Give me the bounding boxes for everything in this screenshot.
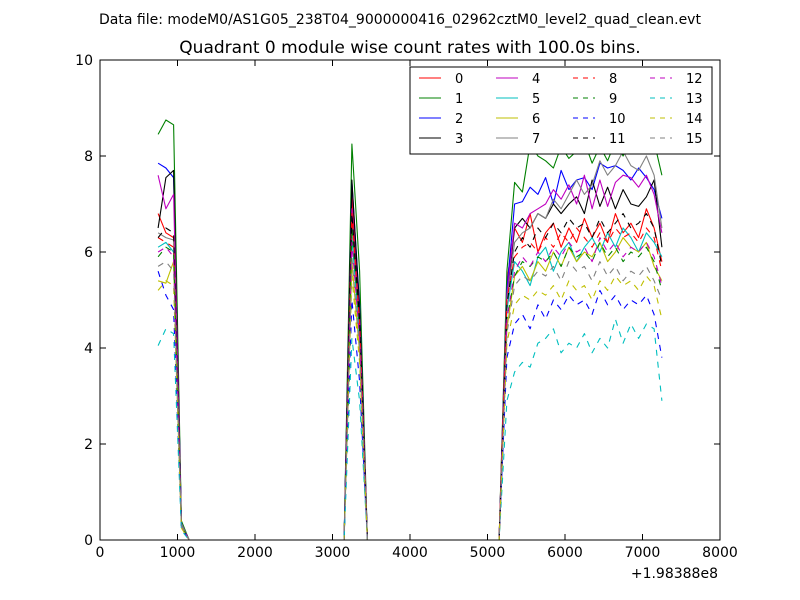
y-tick-label: 6	[84, 245, 93, 261]
series-line-0	[157, 193, 663, 540]
legend-label-11: 11	[609, 132, 626, 147]
series-line-11	[157, 213, 663, 540]
series-line-6	[157, 237, 663, 540]
x-tick-label: 6000	[547, 545, 583, 561]
legend-label-3: 3	[455, 132, 463, 147]
x-tick-label: 5000	[470, 545, 506, 561]
suptitle: Data file: modeM0/AS1G05_238T04_90000004…	[99, 12, 701, 28]
legend-label-8: 8	[609, 72, 617, 87]
legend-label-0: 0	[455, 72, 463, 87]
legend-label-13: 13	[686, 92, 703, 107]
legend-label-12: 12	[686, 72, 703, 87]
legend-label-1: 1	[455, 92, 463, 107]
series-line-2	[157, 162, 663, 540]
y-tick-label: 10	[75, 53, 93, 69]
legend-frame	[409, 66, 713, 155]
y-tick-label: 4	[84, 341, 93, 357]
legend-label-10: 10	[609, 112, 626, 127]
y-tick-label: 8	[84, 149, 93, 165]
series-group	[157, 119, 663, 540]
x-tick-label: 0	[96, 545, 105, 561]
series-line-12	[157, 237, 663, 540]
series-line-13	[157, 318, 663, 540]
y-tick-label: 2	[84, 437, 93, 453]
legend-label-14: 14	[686, 112, 703, 127]
legend-label-2: 2	[455, 112, 463, 127]
x-tick-label: 8000	[702, 545, 738, 561]
y-tick-label: 0	[84, 533, 93, 549]
series-line-9	[157, 227, 663, 540]
chart-title: Quadrant 0 module wise count rates with …	[179, 38, 640, 58]
x-tick-label: 4000	[392, 545, 428, 561]
series-line-3	[157, 169, 663, 540]
legend-label-9: 9	[609, 92, 617, 107]
plot-area	[157, 119, 663, 540]
series-line-10	[157, 271, 663, 540]
series-line-5	[157, 227, 663, 540]
legend-label-7: 7	[532, 132, 540, 147]
legend-label-5: 5	[532, 92, 540, 107]
x-tick-label: 2000	[237, 545, 273, 561]
x-tick-label: 1000	[160, 545, 196, 561]
series-line-7	[157, 150, 663, 540]
x-tick-label: 7000	[625, 545, 661, 561]
x-offset-label: +1.98388e8	[631, 566, 718, 582]
series-line-15	[157, 256, 663, 540]
legend-label-15: 15	[686, 132, 703, 147]
series-line-4	[157, 174, 663, 540]
series-line-8	[157, 213, 663, 540]
legend-label-6: 6	[532, 112, 540, 127]
x-tick-label: 3000	[315, 545, 351, 561]
legend-label-4: 4	[532, 72, 540, 87]
series-line-14	[157, 275, 663, 540]
